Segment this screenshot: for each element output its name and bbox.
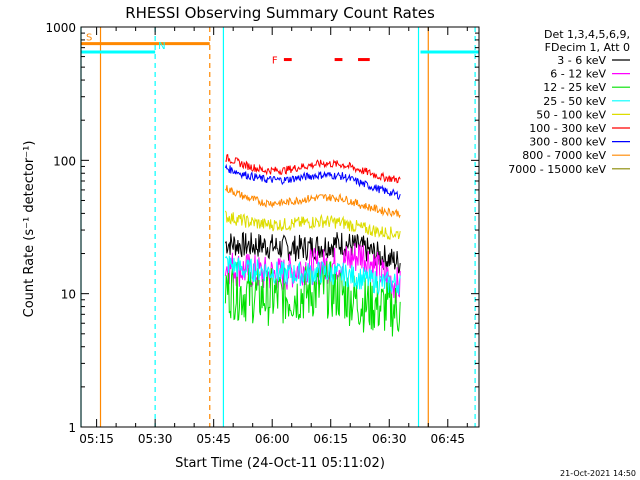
- series-line-3: [224, 255, 401, 296]
- marker-label-N: N: [158, 41, 165, 52]
- legend-entry-3: 25 - 50 keV: [543, 95, 606, 108]
- legend-entry-4: 50 - 100 keV: [536, 108, 606, 121]
- legend-entry-1: 6 - 12 keV: [550, 68, 606, 81]
- y-tick-label-3: 1000: [45, 21, 76, 35]
- footer-timestamp: 21-Oct-2021 14:50: [560, 469, 636, 478]
- x-tick-label-2: 05:45: [196, 432, 231, 446]
- legend-entry-6: 300 - 800 keV: [529, 136, 606, 149]
- series-line-6: [224, 163, 401, 201]
- series-line-5: [225, 153, 401, 184]
- legend-entry-7: 800 - 7000 keV: [522, 149, 606, 162]
- x-tick-label-6: 06:45: [430, 432, 465, 446]
- legend-entry-0: 3 - 6 keV: [557, 54, 606, 67]
- chart-title: RHESSI Observing Summary Count Rates: [125, 4, 435, 22]
- y-tick-label-2: 100: [53, 154, 76, 168]
- x-tick-label-4: 06:15: [313, 432, 348, 446]
- legend: Det 1,3,4,5,6,9,FDecim 1, Att 03 - 6 keV…: [508, 28, 630, 176]
- legend-entry-2: 12 - 25 keV: [543, 81, 606, 94]
- x-tick-label-3: 06:00: [255, 432, 290, 446]
- x-tick-label-5: 06:30: [372, 432, 407, 446]
- flag-label: F: [272, 56, 278, 67]
- y-tick-label-0: 1: [68, 421, 76, 435]
- series-line-0: [224, 231, 401, 274]
- legend-entry-5: 100 - 300 keV: [529, 122, 606, 135]
- x-axis-label: Start Time (24-Oct-11 05:11:02): [175, 456, 385, 471]
- marker-label-S: S: [86, 33, 92, 44]
- series-line-2: [224, 261, 401, 337]
- series-line-4: [224, 210, 401, 240]
- plot-frame: [80, 26, 480, 428]
- y-tick-label-1: 10: [61, 288, 76, 302]
- series-line-7: [224, 185, 401, 219]
- legend-header-0: Det 1,3,4,5,6,9,: [544, 28, 630, 41]
- y-axis-label: Count Rate (s⁻¹ detector⁻¹): [22, 141, 37, 318]
- x-tick-label-1: 05:30: [138, 432, 173, 446]
- legend-entry-8: 7000 - 15000 keV: [508, 163, 606, 176]
- x-tick-label-0: 05:15: [79, 432, 114, 446]
- legend-header-1: FDecim 1, Att 0: [545, 41, 630, 54]
